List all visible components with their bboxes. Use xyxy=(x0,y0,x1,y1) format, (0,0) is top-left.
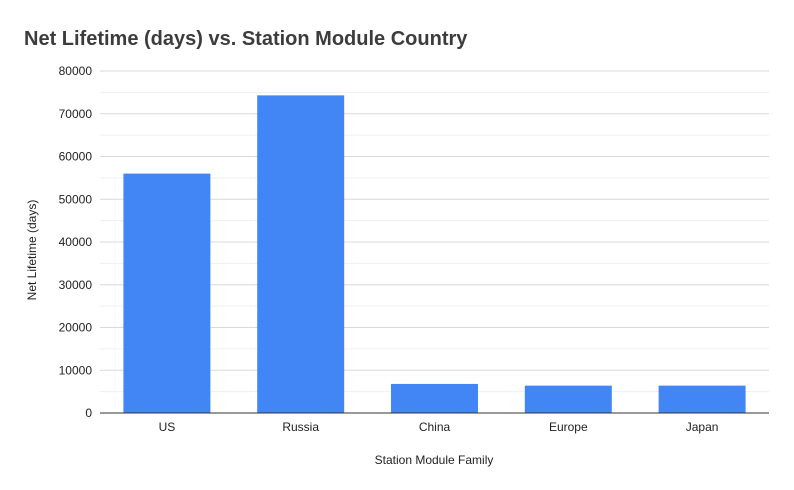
x-axis-ticks: US Russia China Europe Japan xyxy=(159,420,719,434)
bar-china xyxy=(391,383,478,413)
bars xyxy=(123,95,746,414)
y-tick-label: 10000 xyxy=(59,363,93,377)
chart-title: Net Lifetime (days) vs. Station Module C… xyxy=(24,28,468,50)
bar-us xyxy=(123,173,211,413)
bar-japan xyxy=(658,385,746,413)
gridlines xyxy=(100,70,769,393)
y-tick-label: 40000 xyxy=(59,235,93,249)
y-tick-label: 50000 xyxy=(59,192,93,206)
y-tick-label: 80000 xyxy=(59,64,93,78)
y-axis-label: Net Lifetime (days) xyxy=(25,200,39,301)
x-tick-label: Russia xyxy=(282,420,319,434)
y-tick-label: 60000 xyxy=(59,150,93,164)
y-tick-label: 30000 xyxy=(59,278,93,292)
y-tick-label: 20000 xyxy=(59,321,93,335)
y-tick-label: 70000 xyxy=(59,107,93,121)
bar-europe xyxy=(524,385,612,413)
bar-russia xyxy=(257,95,345,414)
x-tick-label: Europe xyxy=(549,420,588,434)
x-axis-label: Station Module Family xyxy=(375,453,494,467)
x-tick-label: Japan xyxy=(686,420,719,434)
y-axis-ticks: 0 10000 20000 30000 40000 50000 60000 70000 8000… xyxy=(59,64,93,420)
x-tick-label: China xyxy=(419,420,451,434)
y-tick-label: 0 xyxy=(85,406,92,420)
x-tick-label: US xyxy=(159,420,176,434)
